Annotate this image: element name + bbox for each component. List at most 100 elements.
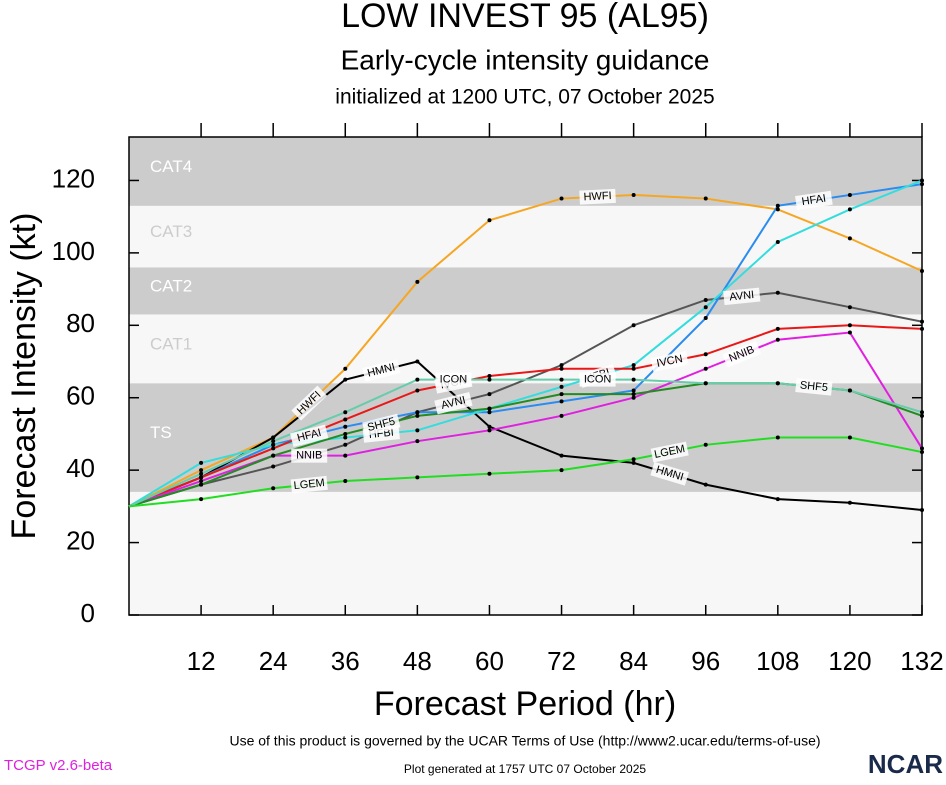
- y-tick-label: 40: [66, 453, 95, 483]
- series-name: HWFI: [583, 190, 612, 203]
- data-point: [343, 435, 348, 440]
- data-point: [199, 479, 204, 484]
- series-line: [128, 378, 923, 508]
- data-point: [559, 366, 564, 371]
- band-label: CAT3: [150, 222, 192, 241]
- series-label-bg: [434, 391, 473, 415]
- series-label: HMNI: [650, 461, 689, 486]
- data-point: [415, 279, 420, 284]
- data-point: [775, 435, 780, 440]
- data-point: [271, 486, 276, 491]
- data-point: [343, 417, 348, 422]
- series-label-bg: [579, 372, 616, 387]
- data-point: [775, 381, 780, 386]
- data-point: [415, 359, 420, 364]
- series-name: HFAI: [296, 427, 323, 445]
- data-point: [415, 410, 420, 415]
- series-name: AVNI: [729, 289, 755, 303]
- data-point: [415, 388, 420, 393]
- series-line: [128, 360, 923, 511]
- data-point: [920, 413, 924, 418]
- band-label: TS: [150, 423, 172, 442]
- series-name: AVNI: [440, 394, 467, 412]
- data-point: [847, 305, 852, 310]
- data-point: [559, 392, 564, 397]
- series-label: HWFI: [579, 188, 616, 205]
- chart-title: LOW INVEST 95 (AL95): [341, 0, 709, 35]
- data-point: [631, 395, 636, 400]
- data-point: [703, 352, 708, 357]
- series-label: HMNI: [362, 359, 401, 382]
- data-point: [415, 413, 420, 418]
- data-point: [775, 290, 780, 295]
- series-name: ICON: [440, 374, 468, 386]
- data-point: [271, 453, 276, 458]
- data-point: [847, 192, 852, 197]
- data-point: [847, 500, 852, 505]
- data-point: [487, 392, 492, 397]
- data-point: [847, 323, 852, 328]
- data-point: [775, 497, 780, 502]
- data-point: [343, 410, 348, 415]
- series-label-bg: [290, 424, 329, 447]
- series-name: LGEM: [293, 477, 325, 492]
- data-point: [343, 366, 348, 371]
- data-point: [343, 377, 348, 382]
- series-name: ICON: [584, 374, 612, 386]
- series-line: [128, 324, 923, 508]
- x-tick-label: 12: [187, 646, 216, 676]
- band-label: CAT1: [150, 334, 192, 353]
- series-name: NNIB: [296, 450, 322, 462]
- series-name: IVCN: [656, 353, 684, 370]
- y-tick-label: 100: [52, 236, 95, 266]
- data-point: [487, 374, 492, 378]
- data-point: [631, 192, 636, 197]
- terms: Use of this product is governed by the U…: [229, 733, 820, 749]
- series-label: HFAI: [795, 190, 833, 210]
- data-point: [703, 366, 708, 371]
- x-tick-label: 132: [900, 646, 943, 676]
- x-tick-label: 24: [259, 646, 288, 676]
- data-point: [271, 464, 276, 469]
- data-point: [199, 460, 204, 465]
- data-point: [559, 453, 564, 458]
- data-point: [775, 207, 780, 212]
- series-name: HFAI: [801, 193, 827, 209]
- generated: Plot generated at 1757 UTC 07 October 20…: [404, 762, 646, 776]
- data-point: [271, 446, 276, 451]
- data-point: [703, 316, 708, 321]
- data-point: [703, 297, 708, 302]
- series-label: SHF5: [362, 413, 401, 437]
- data-point: [559, 377, 564, 382]
- data-point: [847, 388, 852, 393]
- series-label-bg: [290, 475, 328, 494]
- data-point: [199, 468, 204, 473]
- data-point: [847, 435, 852, 440]
- band-label: CAT2: [150, 276, 192, 295]
- data-point: [559, 468, 564, 473]
- data-point: [631, 366, 636, 371]
- data-point: [703, 305, 708, 310]
- series-label-bg: [795, 378, 833, 396]
- series-label: ICON: [435, 372, 472, 387]
- data-point: [631, 377, 636, 382]
- y-tick-label: 80: [66, 308, 95, 338]
- series-label: AVNI: [723, 287, 761, 306]
- data-point: [559, 384, 564, 389]
- data-point: [920, 326, 924, 331]
- data-point: [415, 377, 420, 382]
- data-point: [343, 442, 348, 447]
- series-label-bg: [650, 441, 689, 463]
- series-label: ICON: [579, 372, 616, 387]
- x-tick-label: 84: [619, 646, 648, 676]
- data-point: [631, 460, 636, 465]
- y-tick-label: 120: [52, 163, 95, 193]
- data-point: [199, 497, 204, 502]
- data-point: [271, 439, 276, 444]
- data-point: [920, 268, 924, 273]
- series-label-bg: [722, 341, 762, 368]
- data-point: [487, 410, 492, 415]
- data-point: [415, 475, 420, 480]
- plot-frame: [128, 136, 923, 616]
- data-point: [487, 424, 492, 429]
